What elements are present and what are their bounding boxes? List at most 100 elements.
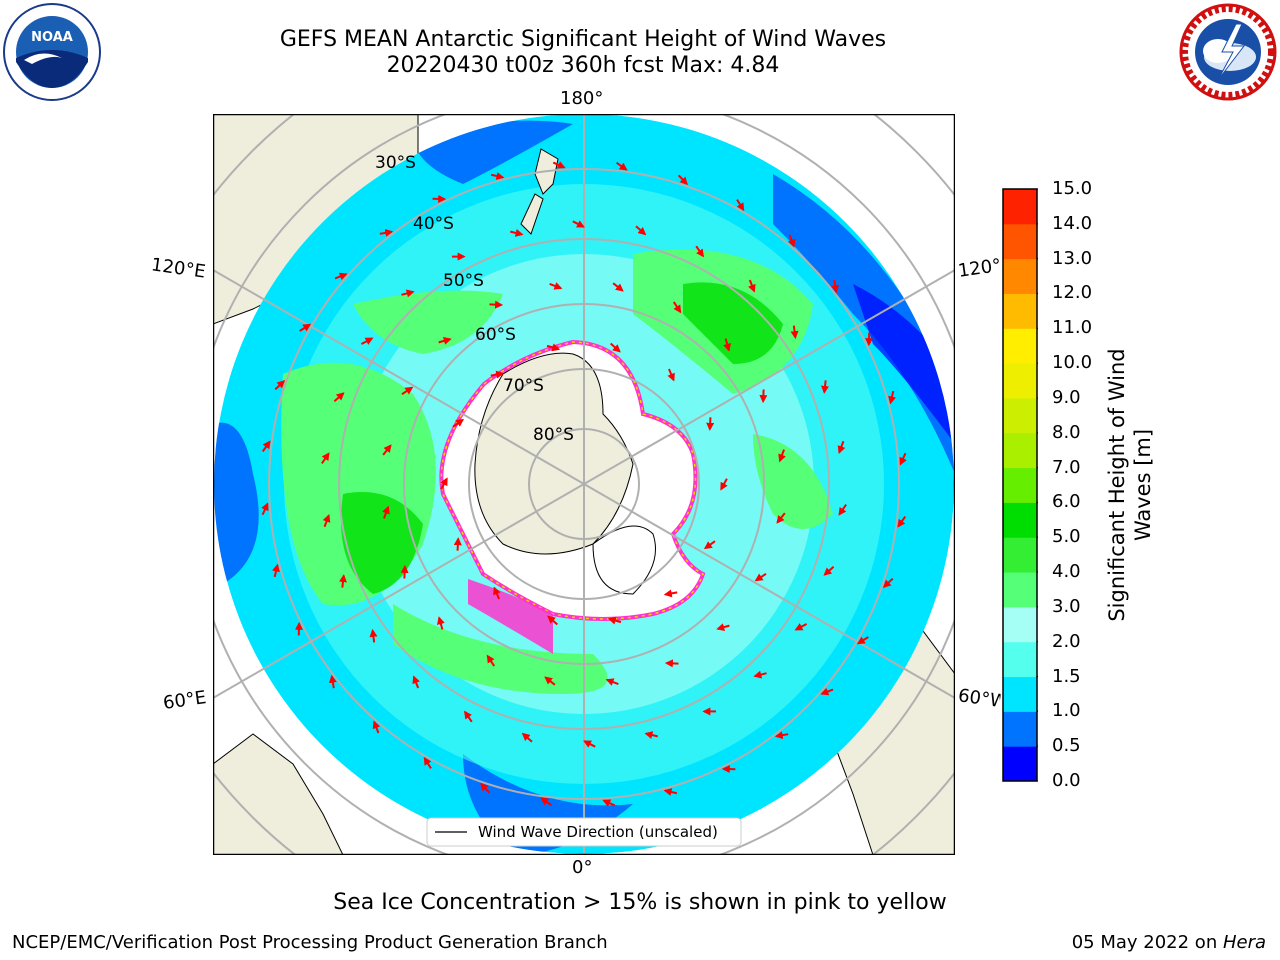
wave-direction-arrow [723, 338, 731, 352]
wave-direction-arrow [602, 799, 616, 807]
wave-direction-arrow [823, 565, 835, 576]
wave-direction-arrow [667, 368, 675, 382]
lat-label-60s: 60°S [475, 325, 516, 345]
lon-label-bottom: 0° [572, 857, 593, 878]
wave-direction-arrow [452, 418, 465, 428]
wave-direction-arrow [339, 574, 347, 588]
wave-direction-arrow [493, 586, 501, 600]
wave-direction-arrow [261, 440, 271, 453]
colorbar [1002, 188, 1038, 782]
wave-direction-arrow [453, 537, 462, 551]
colorbar-segment [1003, 641, 1037, 678]
colorbar-segment [1003, 397, 1037, 434]
colorbar-tick-label: 1.0 [1052, 700, 1081, 722]
wave-direction-arrow [274, 380, 286, 391]
wave-direction-arrow [552, 161, 566, 169]
wave-direction-arrow [838, 504, 847, 516]
colorbar-segment [1003, 467, 1037, 503]
colorbar-segment [1003, 606, 1037, 643]
wave-direction-arrow [706, 417, 715, 431]
wave-direction-arrow [899, 452, 907, 466]
wave-direction-arrow [720, 478, 728, 491]
colorbar-segment [1003, 537, 1037, 573]
wave-direction-arrow [837, 440, 846, 454]
wave-direction-arrow [888, 390, 896, 405]
wave-direction-arrow [437, 616, 445, 630]
wave-direction-arrow [759, 389, 768, 404]
wave-direction-arrow [831, 279, 840, 294]
wave-direction-arrow [334, 272, 348, 281]
colorbar-segment [1003, 363, 1037, 399]
wave-direction-arrow [401, 289, 415, 298]
lat-label-50s: 50°S [443, 271, 484, 291]
lon-label-right-upper: 120°W [956, 255, 1002, 282]
wave-direction-arrow [490, 172, 505, 180]
colorbar-tick-label: 15.0 [1052, 178, 1093, 199]
colorbar-tick-label: 14.0 [1052, 212, 1093, 234]
colorbar-tick-label: 11.0 [1052, 317, 1093, 339]
colorbar-tick-label: 7.0 [1052, 456, 1081, 478]
wave-direction-arrow [379, 228, 394, 237]
wave-direction-arrow [856, 636, 869, 645]
colorbar-segment [1003, 328, 1037, 364]
lon-label-top: 180° [560, 88, 604, 109]
chart-title: GEFS MEAN Antarctic Significant Height o… [279, 27, 887, 52]
wave-direction-arrow [423, 756, 432, 769]
wave-direction-arrow [736, 199, 745, 212]
legend-label: Wind Wave Direction (unscaled) [478, 823, 718, 841]
graticule [213, 114, 955, 855]
colorbar-tick-label: 12.0 [1052, 282, 1093, 304]
footer-branch: NCEP/EMC/Verification Post Processing Pr… [12, 932, 608, 953]
wave-direction-arrow [754, 572, 767, 582]
colorbar-segment [1003, 572, 1037, 608]
noaa-logo-icon: NOAA [3, 3, 101, 101]
colorbar-label: Significant Height of Wind Waves [m] [1104, 348, 1156, 621]
wave-direction-arrow [897, 515, 907, 528]
wave-direction-arrow [382, 444, 392, 456]
wave-direction-arrow [510, 229, 524, 237]
noaa-logo-text: NOAA [31, 30, 73, 45]
wave-direction-arrow [663, 788, 678, 796]
wave-direction-arrow [607, 616, 622, 625]
wave-direction-arrow [480, 782, 491, 794]
colorbar-tick-label: 0.0 [1052, 770, 1081, 791]
colorbar-label-line-1: Significant Height of Wind [1105, 348, 1129, 622]
wave-direction-arrow [328, 674, 337, 689]
wave-direction-arrow [605, 678, 619, 686]
colorbar-tick-label: 5.0 [1052, 526, 1081, 548]
wave-direction-arrow [821, 380, 829, 394]
footer-date-text: 05 May 2022 on [1071, 932, 1223, 953]
colorbar-tick-label: 2.0 [1052, 630, 1081, 652]
wave-direction-arrow [753, 670, 767, 679]
wind-wave-direction-arrows [261, 161, 907, 807]
wave-direction-arrow [583, 740, 596, 748]
colorbar-tick-label: 1.5 [1052, 665, 1081, 687]
colorbar-tick-label: 6.0 [1052, 491, 1081, 513]
colorbar-segment [1003, 502, 1037, 538]
wave-direction-arrow [333, 392, 345, 403]
wave-direction-arrow [412, 675, 420, 689]
colorbar-segment [1003, 293, 1037, 329]
lat-label-30s: 30°S [375, 153, 416, 173]
wave-direction-arrow [321, 452, 330, 464]
wave-direction-arrow [549, 282, 563, 290]
wave-direction-arrow [322, 514, 331, 528]
wave-direction-arrow [787, 234, 796, 248]
wave-direction-arrow [572, 220, 585, 228]
wave-direction-arrow [489, 300, 504, 309]
wave-direction-arrow [644, 731, 658, 739]
colorbar-tick-label: 0.5 [1052, 735, 1081, 757]
wave-direction-arrow [369, 628, 378, 643]
wave-direction-arrow [677, 174, 688, 186]
wave-direction-arrow [615, 161, 628, 171]
colorbar-segment [1003, 676, 1037, 712]
wave-direction-arrow [382, 505, 390, 519]
colorbar-label-line-2: Waves [m] [1131, 428, 1155, 542]
chart-subtitle: 20220430 t00z 360h fcst Max: 4.84 [386, 53, 780, 78]
wave-direction-arrow [716, 623, 730, 631]
wave-direction-arrow [360, 337, 374, 345]
wave-direction-arrow [299, 323, 312, 332]
lat-label-80s: 80°S [533, 425, 574, 445]
wave-direction-arrow [440, 477, 448, 490]
wave-direction-arrow [794, 623, 808, 631]
